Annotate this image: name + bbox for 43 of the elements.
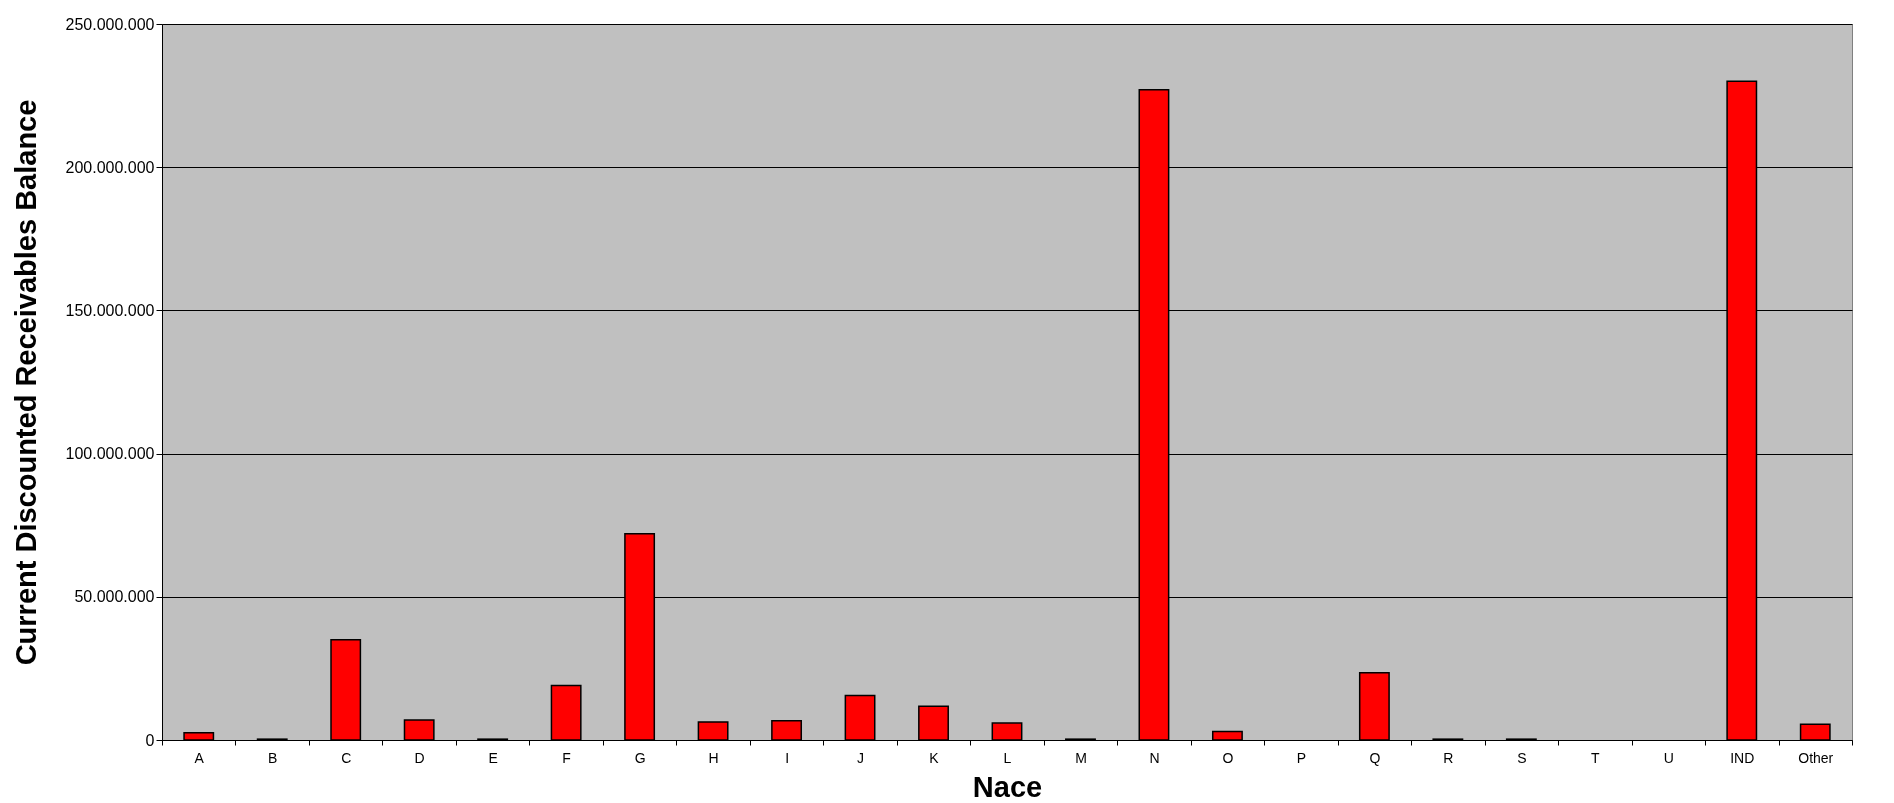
x-tick-label: G [634,749,646,766]
x-tick-label: P [1296,749,1307,766]
x-tick-label: K [929,749,940,766]
x-tick-label: S [1517,749,1527,766]
x-tick-label: C [341,749,352,766]
x-tick-label: E [488,749,498,766]
bar [771,720,803,741]
x-tick-label: O [1222,749,1234,766]
x-tick-label: T [1591,749,1601,766]
bar [697,721,729,741]
y-tick-label: 100.000.000 [65,445,155,463]
bar [330,639,362,741]
x-tick-label: M [1075,749,1087,766]
x-tick-label: Q [1369,749,1381,766]
y-axis-title: Current Discounted Receivables Balance [9,99,42,666]
x-tick-label: D [414,749,425,766]
bar [1799,723,1831,741]
x-tick-label: J [857,749,865,766]
bar [183,732,215,741]
x-tick-label: F [562,749,571,766]
y-tick-label: 200.000.000 [65,158,155,176]
y-tick-label: 250.000.000 [65,15,155,33]
bar [550,684,582,741]
x-tick-label: A [194,749,205,766]
bar [403,719,435,741]
bar [1211,730,1243,741]
bar [1358,671,1390,741]
x-tick-label: H [708,749,719,766]
bar [844,694,876,741]
bar [991,722,1023,741]
x-tick-label: I [785,749,790,766]
x-tick-label: B [268,749,278,766]
x-tick-label: L [1003,749,1012,766]
x-tick-label: R [1443,749,1454,766]
bar [918,705,949,741]
x-tick-label: N [1149,749,1160,766]
x-tick-label: IND [1730,749,1755,766]
x-tick-label: U [1663,749,1674,766]
y-tick-label: 50.000.000 [74,588,155,606]
y-tick-label: 0 [145,731,155,749]
x-tick-label: Other [1798,749,1834,766]
y-tick-label: 150.000.000 [65,301,155,319]
x-axis-title: Nace [972,770,1043,803]
